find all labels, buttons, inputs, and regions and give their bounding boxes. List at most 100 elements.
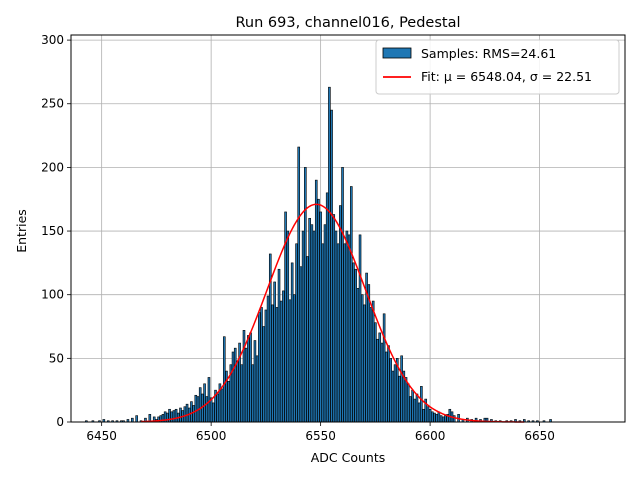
histogram-bar <box>371 300 375 423</box>
histogram-bar <box>343 243 347 423</box>
histogram-bar <box>183 406 187 423</box>
y-tick-label: 300 <box>41 33 64 47</box>
histogram-bar <box>398 375 401 423</box>
histogram-bar <box>273 281 276 423</box>
histogram-bar <box>415 393 419 423</box>
histogram-bar <box>231 351 235 423</box>
histogram-bar <box>437 411 441 423</box>
histogram-bar <box>233 347 237 423</box>
histogram-bar <box>240 364 244 423</box>
histogram-bar <box>404 377 408 423</box>
x-tick-label: 6550 <box>305 429 336 443</box>
histogram-bar <box>422 408 425 423</box>
histogram-bar <box>286 230 290 423</box>
histogram-bar <box>205 396 209 423</box>
histogram-bar <box>279 300 283 423</box>
histogram-bar <box>426 406 430 423</box>
x-tick-label: 6450 <box>86 429 117 443</box>
histogram-bar <box>352 262 355 423</box>
histogram-bar <box>282 290 285 423</box>
histogram-bar <box>222 336 226 423</box>
histogram-bar <box>293 294 296 423</box>
histogram-bar <box>277 268 281 423</box>
legend-box <box>375 39 620 95</box>
fit-curve <box>141 203 525 423</box>
histogram-bar <box>347 234 351 423</box>
histogram-bar <box>325 192 329 423</box>
histogram-bar <box>374 322 377 423</box>
histogram-bar <box>345 230 349 423</box>
legend-label-samples: Samples: RMS=24.61 <box>421 46 556 61</box>
histogram-bar <box>328 86 331 423</box>
histogram-bar <box>244 347 248 423</box>
histogram-bar <box>428 408 432 423</box>
histogram-bar <box>194 394 198 423</box>
histogram-bar <box>301 230 305 423</box>
histogram-bar <box>308 218 311 423</box>
histogram-bar <box>249 332 252 423</box>
histogram-bar <box>192 405 195 423</box>
histogram-bar <box>435 414 438 423</box>
histogram-bar <box>295 243 298 423</box>
histogram-bar <box>212 402 215 423</box>
histogram-bar <box>360 294 364 423</box>
histogram-bar <box>441 416 445 423</box>
histogram-bar <box>271 304 274 423</box>
histogram-bar <box>172 410 176 423</box>
histogram-bar <box>262 326 265 423</box>
histogram-bar <box>190 401 193 423</box>
histogram-bar <box>275 307 279 423</box>
histogram-bar <box>198 387 202 423</box>
histogram-bar <box>339 205 342 423</box>
histogram-bar <box>356 288 360 423</box>
legend: Samples: RMS=24.61 Fit: μ = 6548.04, σ =… <box>375 39 620 95</box>
histogram-bar <box>166 412 169 423</box>
histogram-bar <box>185 403 189 423</box>
histogram-bar <box>417 402 421 423</box>
histogram-bar <box>349 186 353 423</box>
histogram-bar <box>251 364 255 423</box>
histogram-bar <box>209 397 213 423</box>
histogram-bar <box>266 295 270 423</box>
histogram-bar <box>179 407 182 423</box>
legend-swatch-samples <box>382 47 412 59</box>
histogram-bar <box>258 312 261 423</box>
histogram-bar <box>420 386 423 423</box>
histogram-bar <box>393 364 397 423</box>
histogram-bar <box>323 224 327 423</box>
histogram-bar <box>310 224 314 423</box>
histogram-bar <box>431 411 434 423</box>
histogram-bar <box>389 358 392 423</box>
histogram-bar <box>378 332 382 423</box>
histogram-bar <box>363 304 366 423</box>
histogram-bar <box>299 266 303 423</box>
histogram-bar <box>314 179 318 423</box>
histogram-bar <box>334 230 338 423</box>
histogram-bar <box>444 415 447 423</box>
histogram-bar <box>312 230 316 423</box>
x-axis-ticks: 6450 6500 6550 6600 6650 <box>86 422 555 443</box>
histogram-bar <box>367 284 371 423</box>
histogram-bar <box>380 342 384 423</box>
histogram-bar <box>382 313 386 423</box>
histogram-bar <box>170 411 174 423</box>
histogram-bar <box>288 299 292 423</box>
x-tick-label: 6600 <box>415 429 446 443</box>
histogram-bar <box>264 309 268 423</box>
x-tick-label: 6500 <box>196 429 227 443</box>
histogram-bar <box>433 412 436 423</box>
histogram-bar <box>406 383 410 423</box>
histogram-bar <box>376 338 379 423</box>
y-axis-label: Entries <box>14 209 29 253</box>
histogram-bar <box>391 370 395 423</box>
histogram-bar <box>247 335 250 423</box>
y-tick-label: 200 <box>41 160 64 174</box>
x-axis-label: ADC Counts <box>311 450 386 465</box>
y-axis-ticks: 0 50 100 150 200 250 300 <box>41 33 71 429</box>
y-tick-label: 0 <box>56 415 64 429</box>
histogram-bar <box>174 408 178 423</box>
histogram-bar <box>227 380 230 423</box>
histogram-bar <box>452 415 456 423</box>
histogram-bar <box>385 351 388 423</box>
